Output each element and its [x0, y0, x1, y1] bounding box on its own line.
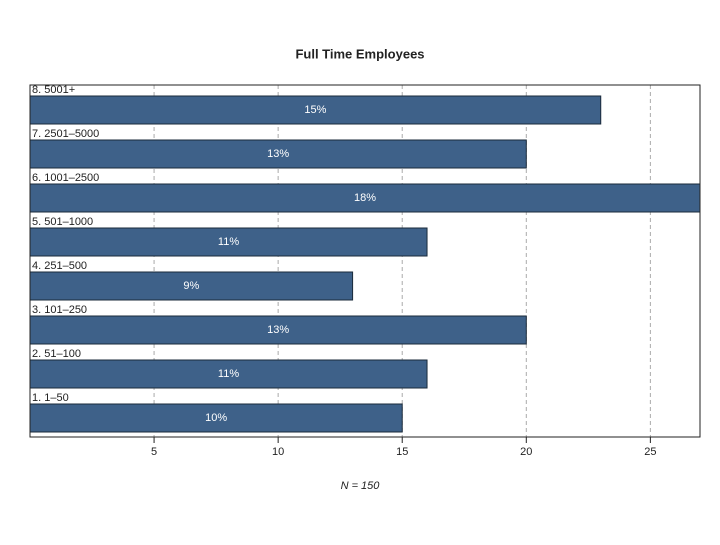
chart-title: Full Time Employees: [295, 46, 424, 61]
category-label: 8. 5001+: [32, 84, 75, 96]
bar-label: 15%: [304, 104, 326, 116]
bar-label: 11%: [218, 368, 239, 380]
category-label: 6. 1001–2500: [32, 172, 99, 184]
x-tick-label: 5: [151, 446, 157, 458]
bar-label: 13%: [267, 148, 289, 160]
bar: [29, 139, 527, 169]
x-tick-label: 20: [520, 446, 532, 458]
x-tick-label: 15: [396, 446, 408, 458]
bar-label: 9%: [183, 280, 199, 292]
category-label: 2. 51–100: [32, 348, 81, 360]
bar: [29, 95, 602, 125]
x-tick-label: 10: [272, 446, 284, 458]
x-tick-label: 25: [644, 446, 656, 458]
plot-frame: [29, 84, 701, 438]
bar: [29, 403, 403, 433]
category-label: 7. 2501–5000: [32, 128, 99, 140]
bar-label: 10%: [205, 412, 227, 424]
bar: [29, 315, 527, 345]
category-label: 5. 501–1000: [32, 216, 93, 228]
bar-label: 18%: [354, 192, 376, 204]
category-label: 3. 101–250: [32, 304, 87, 316]
category-label: 4. 251–500: [32, 260, 87, 272]
bar-label: 11%: [218, 236, 239, 248]
bar: [29, 359, 428, 389]
bar-label: 13%: [267, 324, 289, 336]
category-label: 1. 1–50: [32, 392, 69, 404]
x-axis-label: N = 150: [341, 480, 381, 492]
